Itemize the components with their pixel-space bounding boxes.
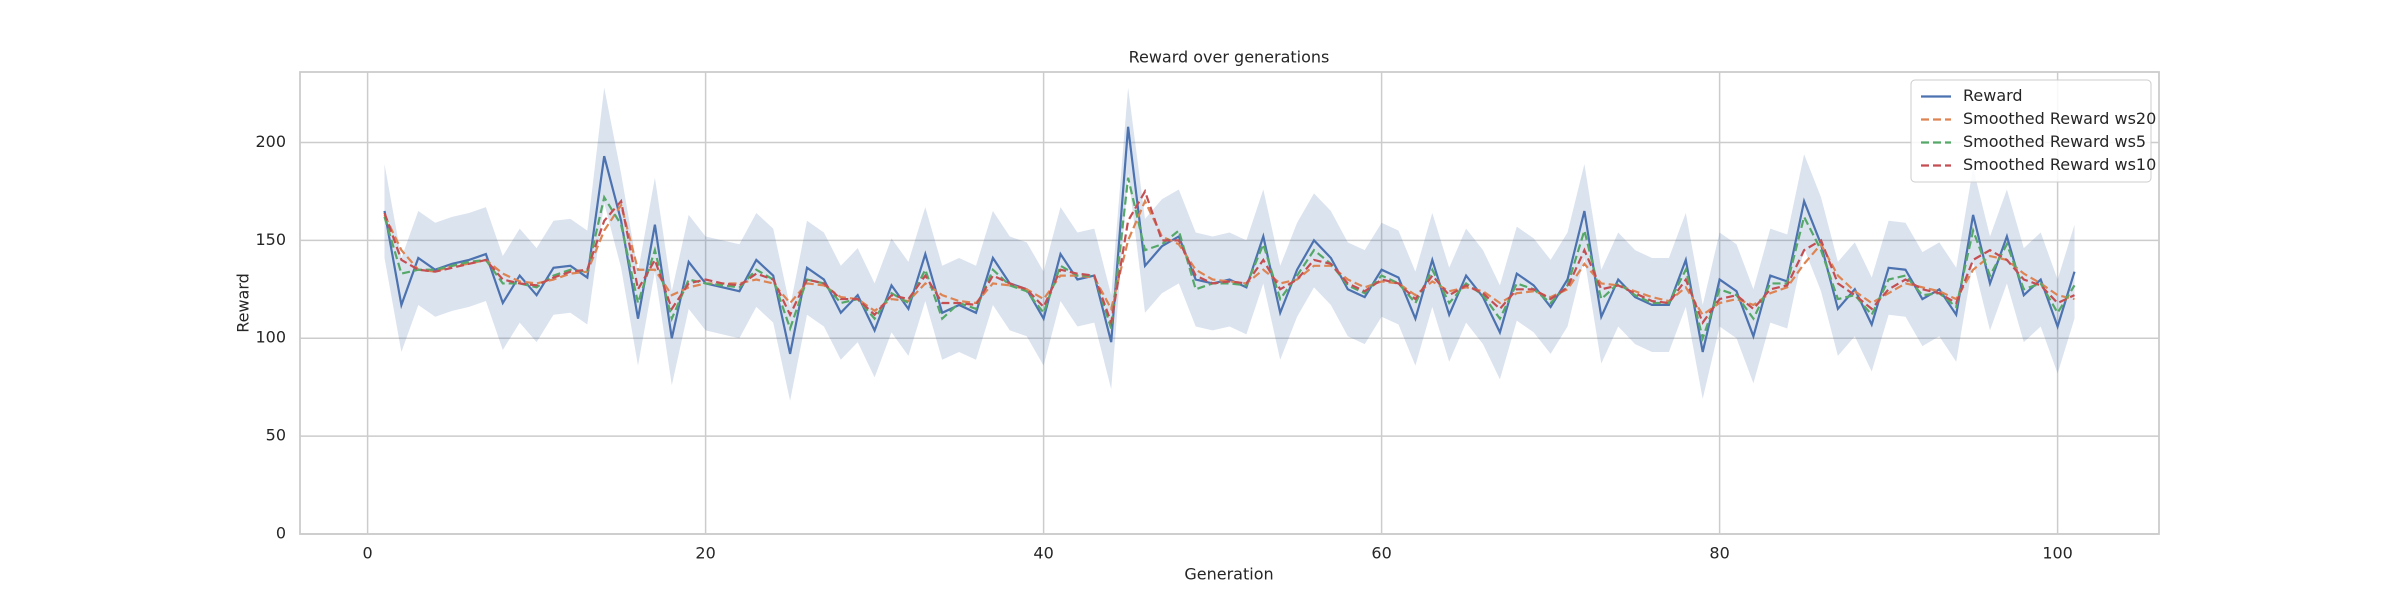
- x-tick-label: 100: [2042, 544, 2073, 563]
- x-axis-label: Generation: [1184, 565, 1273, 584]
- series-line: [383, 188, 2075, 327]
- confidence-band: [384, 87, 2075, 401]
- y-tick-label: 150: [255, 230, 286, 249]
- series-line: [383, 177, 2076, 343]
- x-tick-label: 80: [1709, 544, 1729, 563]
- chart-title: Reward over generations: [1129, 48, 1330, 67]
- x-tick-label: 40: [1033, 544, 1053, 563]
- x-tick-label: 0: [363, 544, 373, 563]
- legend-label: Reward: [1963, 86, 2023, 105]
- legend-label: Smoothed Reward ws5: [1963, 132, 2146, 151]
- series-line: [383, 198, 2075, 317]
- y-tick-label: 100: [255, 328, 286, 347]
- y-tick-label: 200: [255, 132, 286, 151]
- legend-box: [1910, 79, 2152, 183]
- legend-label: Smoothed Reward ws20: [1963, 109, 2156, 128]
- x-tick-label: 20: [695, 544, 715, 563]
- legend-label: Smoothed Reward ws10: [1963, 155, 2156, 174]
- y-tick-label: 0: [276, 524, 286, 543]
- x-tick-label: 60: [1371, 544, 1391, 563]
- plot-frame: [299, 71, 2160, 535]
- legend: Reward Smoothed Reward ws20 Smoothed Rewar…: [1910, 79, 2156, 183]
- y-axis-label: Reward: [234, 273, 253, 333]
- y-tick-label: 50: [266, 426, 286, 445]
